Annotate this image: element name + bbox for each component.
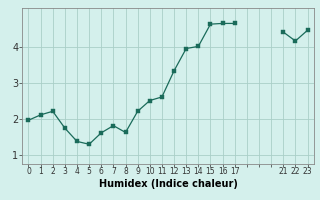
X-axis label: Humidex (Indice chaleur): Humidex (Indice chaleur) <box>99 179 237 189</box>
